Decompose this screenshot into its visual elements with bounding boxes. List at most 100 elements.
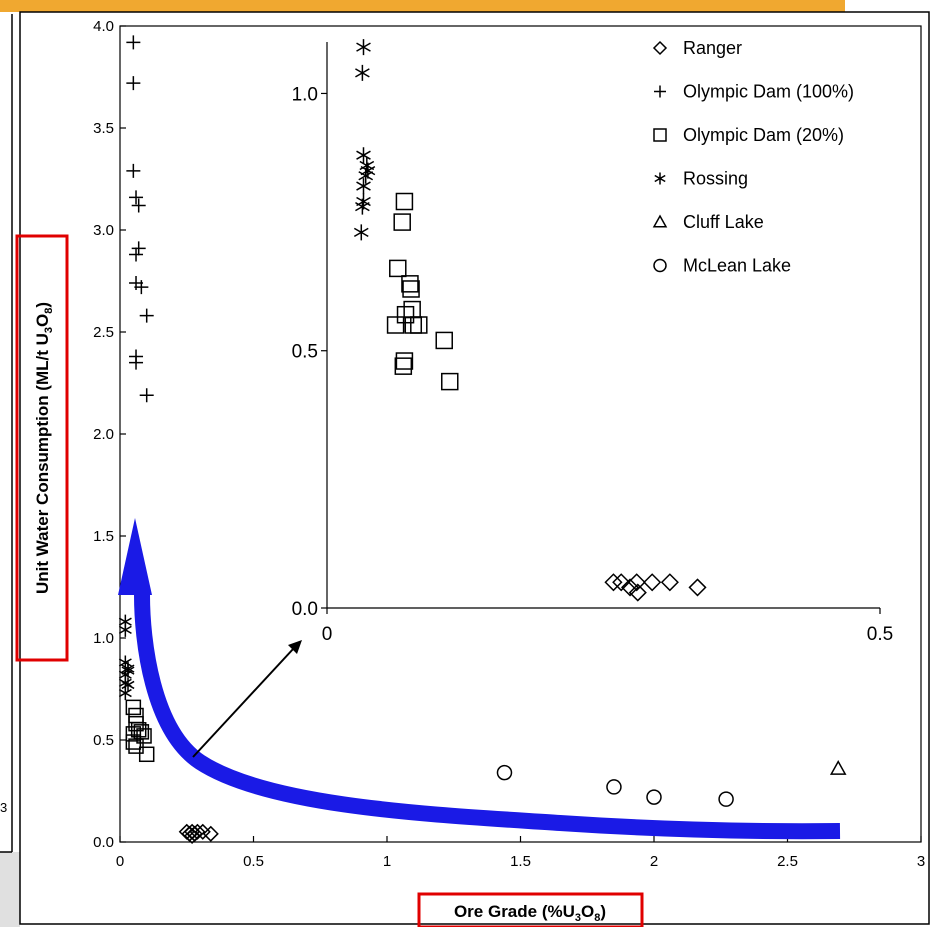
point-rossing-shape: [121, 663, 135, 678]
inset-point-rossing-shape: [356, 147, 371, 164]
point-olympic-dam-100-shape: [131, 198, 146, 213]
inset-point-olympic-dam-20-shape: [395, 192, 414, 211]
inset-y-tick-label: 1.0: [292, 84, 318, 105]
point-olympic-dam-20-shape: [128, 738, 144, 754]
point-olympic-dam-100-shape: [126, 35, 141, 50]
point-olympic-dam-20-shape: [125, 734, 142, 750]
x-tick-label: 0: [116, 853, 124, 870]
point-olympic-dam-100: [129, 190, 144, 205]
legend-marker-olympic-dam-100: [654, 85, 666, 98]
stray-text: 3: [0, 800, 7, 815]
inset-point-ranger: [628, 583, 647, 602]
point-olympic-dam-20-shape: [125, 699, 142, 716]
x-tick-label: 2.5: [777, 853, 798, 870]
inset-point-olympic-dam-20: [389, 259, 407, 278]
legend-marker-cluff-lake-shape: [652, 214, 668, 228]
inset-point-ranger-shape: [643, 573, 662, 592]
point-olympic-dam-20-shape: [138, 746, 155, 763]
y-tick-label: 1.5: [93, 528, 114, 545]
point-mclean-lake-shape: [718, 791, 734, 807]
inset-point-rossing: [356, 39, 371, 56]
legend: Ranger Olympic Dam (100%) Olympic Dam (20%…: [652, 38, 854, 276]
legend-label-ranger: Ranger: [683, 38, 742, 58]
inset-point-ranger: [660, 573, 679, 592]
x-tick-label: 1: [383, 853, 391, 870]
inset-point-olympic-dam-20: [395, 192, 414, 211]
inset-point-rossing-shape: [358, 167, 374, 184]
inset-point-ranger-shape: [688, 578, 707, 597]
inset-y-tick-label: 0.5: [292, 342, 318, 363]
inset-point-olympic-dam-20-shape: [441, 372, 459, 391]
inset-point-ranger-shape: [627, 573, 646, 592]
legend-label-cluff-lake: Cluff Lake: [683, 212, 764, 232]
y-tick-label: 4.0: [93, 18, 114, 35]
inset-point-rossing: [358, 167, 374, 184]
point-olympic-dam-20: [128, 738, 144, 754]
point-olympic-dam-20: [136, 728, 152, 744]
y-tick-label: 1.0: [93, 630, 114, 647]
point-mclean-lake: [496, 764, 513, 781]
point-ranger: [184, 823, 201, 840]
point-olympic-dam-100: [134, 280, 149, 295]
inset-point-olympic-dam-20: [395, 352, 414, 370]
left-side-panel: [0, 852, 20, 927]
point-olympic-dam-100-shape: [129, 355, 144, 370]
x-tick-label: 3: [917, 853, 925, 870]
point-mclean-lake: [606, 779, 622, 795]
legend-label-rossing: Rossing: [683, 169, 748, 189]
point-ranger-shape: [184, 823, 201, 840]
inset-axes: 0 0.5 0.0 0.5 1.0: [292, 42, 893, 645]
y-tick-label: 3.0: [93, 222, 114, 239]
inset-x-tick-label: 0.5: [867, 624, 893, 645]
legend-marker-ranger-shape: [652, 40, 668, 56]
inset-x-tick-label: 0: [322, 624, 333, 645]
y-tick-label: 0.5: [93, 732, 114, 749]
trend-arrowhead: [118, 518, 152, 595]
point-rossing: [118, 686, 132, 701]
x-axis-title-box: [417, 892, 644, 927]
inset-point-ranger-shape: [604, 573, 623, 592]
inset-plot-area: [327, 42, 880, 608]
trend-curve: [134, 594, 841, 840]
point-ranger: [202, 825, 219, 842]
inset-point-olympic-dam-20-shape: [401, 275, 419, 293]
inset-point-rossing: [355, 64, 370, 81]
y-axis-title: Unit Water Consumption (ML/t U3O8): [33, 302, 55, 594]
point-olympic-dam-100: [131, 198, 146, 213]
inset-point-ranger-shape: [628, 583, 647, 602]
inset-point-olympic-dam-20: [410, 316, 428, 334]
inset-point-olympic-dam-20: [401, 275, 419, 293]
point-olympic-dam-100-shape: [139, 388, 154, 403]
point-rossing-shape: [118, 622, 132, 637]
inset-data-points: [353, 39, 707, 602]
inset-point-olympic-dam-20-shape: [435, 331, 453, 350]
inset-point-olympic-dam-20: [394, 357, 413, 375]
legend-marker-cluff-lake: [652, 214, 668, 228]
point-olympic-dam-100-shape: [129, 247, 144, 262]
legend-marker-mclean-lake: [653, 258, 667, 273]
zoom-arrowhead: [288, 640, 302, 654]
inset-y-tick-label: 0.0: [292, 599, 318, 620]
point-cluff-lake: [829, 760, 847, 775]
point-mclean-lake-shape: [646, 789, 662, 805]
inset-point-rossing: [356, 147, 371, 164]
point-ranger: [189, 823, 206, 840]
point-olympic-dam-100-shape: [126, 163, 141, 178]
inset-point-rossing-shape: [355, 198, 370, 215]
inset-point-rossing: [356, 178, 371, 195]
inset-point-olympic-dam-20-shape: [389, 259, 407, 278]
inset-point-rossing-shape: [356, 39, 371, 56]
inset-point-olympic-dam-20-shape: [394, 357, 413, 375]
point-olympic-dam-20-shape: [125, 726, 142, 742]
point-olympic-dam-100: [126, 76, 141, 91]
x-tick-label: 0.5: [243, 853, 264, 870]
main-axis-ticks: 0 0.5 1 1.5 2 2.5 3 0.0 0.5 1.0 1.5 2.0 2.5 3.0 3.5 4.0: [93, 18, 925, 870]
point-olympic-dam-100-shape: [129, 190, 144, 205]
point-olympic-dam-100-shape: [131, 241, 146, 256]
point-olympic-dam-100-shape: [126, 76, 141, 91]
y-tick-label: 2.5: [93, 324, 114, 341]
x-tick-label: 2: [650, 853, 658, 870]
point-mclean-lake: [718, 791, 734, 807]
inset-point-ranger: [688, 578, 707, 597]
